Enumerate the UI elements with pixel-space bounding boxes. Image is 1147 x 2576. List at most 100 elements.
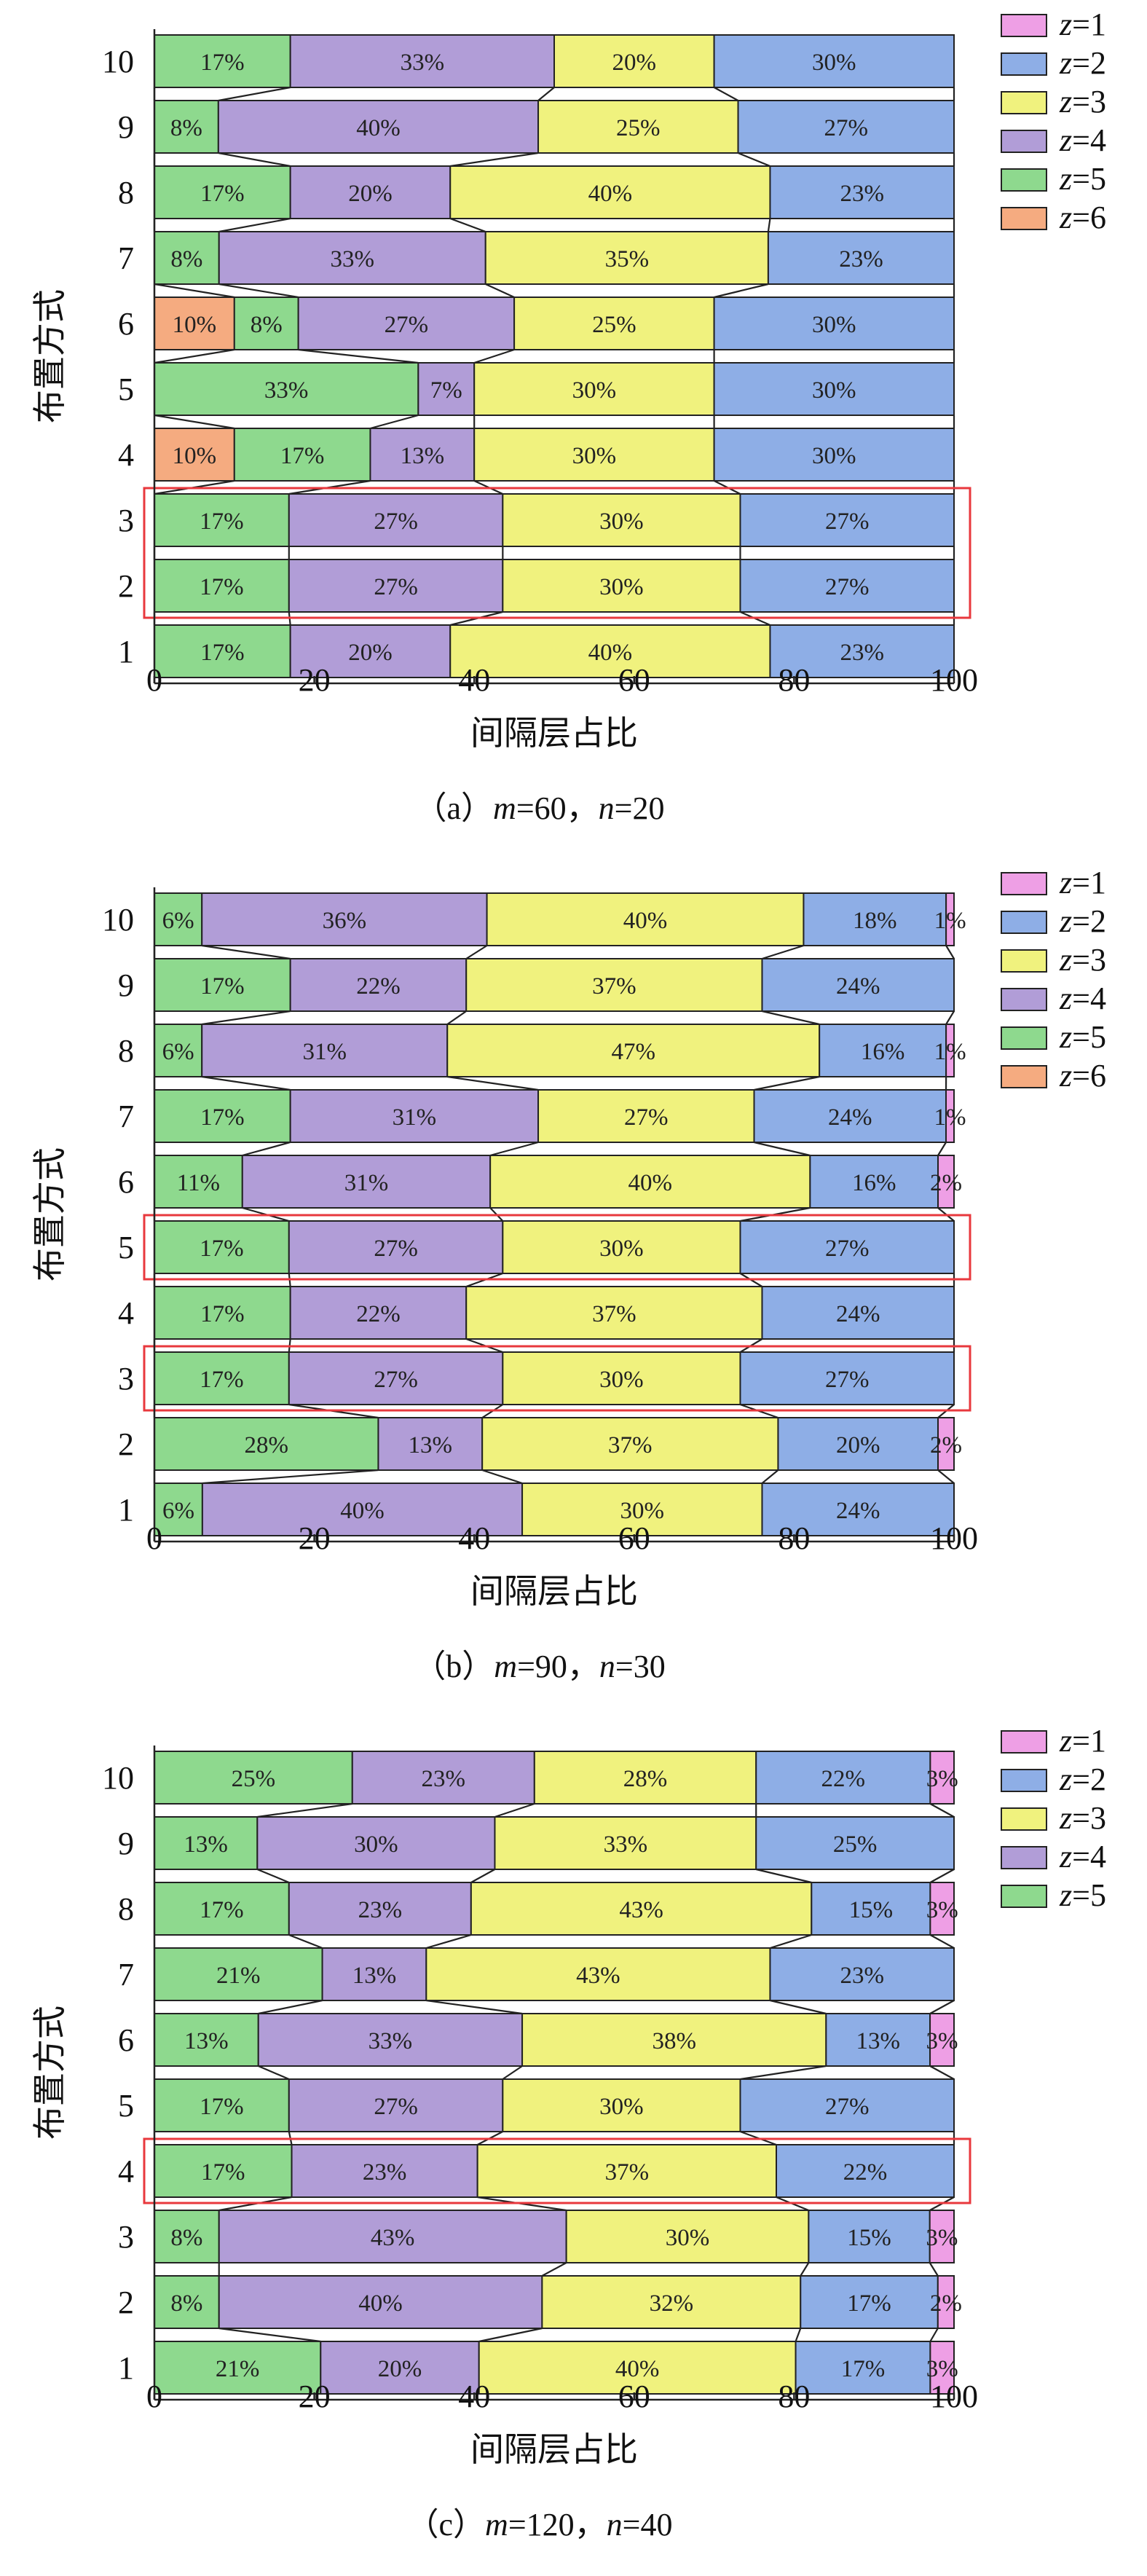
data-label: 16%	[861, 1039, 905, 1065]
data-label: 20%	[378, 2356, 422, 2382]
data-label: 38%	[652, 2028, 696, 2054]
bar-group-8: 6%31%47%16%1%	[154, 1024, 966, 1077]
x-tick-label: 20	[299, 2379, 331, 2414]
data-label: 15%	[849, 1897, 894, 1923]
legend-value: =2	[1072, 903, 1106, 939]
data-label: 1%	[934, 908, 966, 934]
connector-line	[450, 153, 538, 166]
connector-line	[502, 2066, 522, 2079]
connector-line	[218, 87, 291, 101]
data-label: 30%	[599, 2094, 644, 2120]
legend-swatch-z4	[1001, 1847, 1047, 1869]
data-label: 8%	[170, 246, 202, 272]
legend-label: z=6	[1059, 1058, 1106, 1093]
connector-line	[219, 2328, 321, 2341]
legend-var: z	[1059, 942, 1072, 978]
connector-line	[486, 284, 514, 297]
data-label: 24%	[836, 1498, 880, 1524]
connector-line	[930, 2000, 954, 2014]
connector-line	[938, 1142, 946, 1155]
connector-line	[447, 1077, 538, 1090]
x-tick-label: 80	[778, 1520, 810, 1556]
data-label: 7%	[430, 377, 462, 404]
caption-var-value: =40	[623, 2507, 673, 2542]
legend-label: z=1	[1059, 1723, 1106, 1759]
connector-line	[154, 415, 234, 428]
data-label: 23%	[363, 2159, 407, 2186]
connector-line	[754, 1142, 811, 1155]
data-label: 17%	[841, 2356, 886, 2382]
x-tick-label: 100	[930, 2379, 978, 2414]
y-tick-label: 9	[118, 967, 134, 1003]
connector-line	[930, 2328, 937, 2341]
data-label: 27%	[825, 574, 870, 600]
connector-line	[494, 1804, 534, 1817]
y-tick-label: 9	[118, 1826, 134, 1861]
connector-line	[218, 153, 291, 166]
x-tick-label: 40	[458, 1520, 490, 1556]
data-label: 30%	[599, 574, 644, 600]
y-tick-label: 2	[118, 568, 134, 604]
data-label: 3%	[926, 2225, 958, 2251]
data-label: 13%	[401, 443, 445, 469]
connector-line	[426, 1935, 471, 1948]
connector-line	[770, 1935, 811, 1948]
connector-line	[370, 415, 418, 428]
bar-group-1: 17%20%40%23%	[154, 625, 954, 678]
legend-value: =5	[1072, 1877, 1106, 1913]
legend-swatch-z5	[1001, 1885, 1047, 1907]
legend-var: z	[1059, 84, 1072, 119]
x-tick-label: 100	[930, 1520, 978, 1556]
data-label: 27%	[374, 508, 418, 535]
data-label: 23%	[422, 1766, 466, 1792]
connector-line	[154, 284, 234, 297]
legend-value: =3	[1072, 84, 1106, 119]
legend-var: z	[1059, 981, 1072, 1016]
data-label: 17%	[200, 1367, 244, 1393]
data-label: 23%	[840, 1963, 884, 1989]
y-tick-label: 1	[118, 1492, 134, 1528]
data-label: 27%	[825, 1236, 870, 1262]
bar-group-2: 8%40%32%17%2%	[154, 2276, 962, 2328]
data-label: 8%	[251, 312, 283, 338]
chart-panel-a: 17%20%40%23%17%27%30%27%17%27%30%27%10%1…	[0, 0, 1147, 858]
data-label: 13%	[856, 2028, 900, 2054]
x-tick-label: 100	[930, 662, 978, 698]
data-label: 18%	[853, 908, 897, 934]
connector-line	[219, 219, 291, 232]
y-tick-label: 9	[118, 109, 134, 145]
caption-var-value: =60，	[516, 790, 599, 826]
legend-value: =6	[1072, 1058, 1106, 1093]
y-tick-label: 4	[118, 1295, 134, 1331]
data-label: 24%	[828, 1104, 872, 1131]
data-label: 8%	[170, 2290, 202, 2317]
data-label: 2%	[930, 2290, 962, 2317]
data-label: 21%	[216, 2356, 260, 2382]
data-label: 15%	[847, 2225, 891, 2251]
data-label: 33%	[401, 50, 445, 76]
data-label: 25%	[616, 115, 661, 141]
connector-line	[154, 350, 234, 363]
connector-line	[740, 2066, 826, 2079]
legend-label: z=2	[1059, 903, 1106, 939]
legend-var: z	[1059, 865, 1072, 900]
legend-label: z=5	[1059, 1877, 1106, 1913]
data-label: 37%	[592, 973, 636, 1000]
connector-line	[447, 1011, 466, 1024]
data-label: 27%	[374, 2094, 418, 2120]
data-label: 27%	[385, 312, 429, 338]
x-axis-title: 间隔层占比	[470, 1573, 638, 1610]
y-tick-label: 6	[118, 1164, 134, 1200]
data-label: 23%	[840, 181, 884, 207]
legend-label: z=4	[1059, 122, 1106, 158]
data-label: 31%	[393, 1104, 437, 1131]
chart-c-svg: 21%20%40%17%3%8%40%32%17%2%8%43%30%15%3%…	[0, 1716, 1147, 2572]
y-axis-title: 布置方式	[31, 289, 68, 423]
data-label: 17%	[200, 181, 245, 207]
legend-swatch-z6	[1001, 1066, 1047, 1088]
data-label: 23%	[839, 246, 883, 272]
data-label: 22%	[356, 1301, 401, 1327]
bar-group-3: 8%43%30%15%3%	[154, 2210, 958, 2263]
y-tick-label: 5	[118, 2088, 134, 2124]
connector-line	[762, 1011, 819, 1024]
